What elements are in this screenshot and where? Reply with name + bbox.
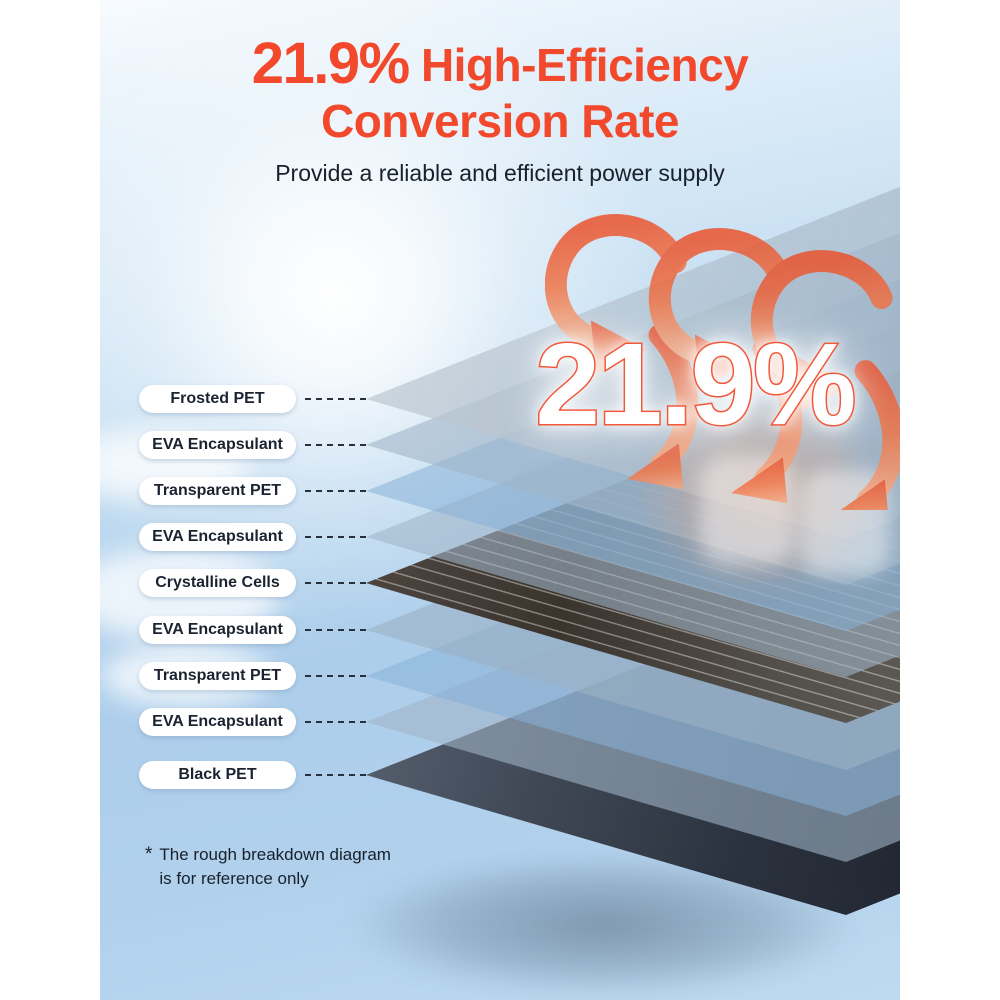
- layer-label-pill: EVA Encapsulant: [139, 431, 296, 459]
- hero-efficiency-text: 21.9%: [536, 319, 855, 449]
- leader-dashed-line: [305, 674, 367, 678]
- layer-label-pill: Frosted PET: [139, 385, 296, 413]
- layer-label-pill: EVA Encapsulant: [139, 523, 296, 551]
- leader-dashed-line: [305, 773, 367, 777]
- layer-label-row: Black PET: [139, 761, 367, 789]
- leader-dashed-line: [305, 720, 367, 724]
- layer-label-row: EVA Encapsulant: [139, 431, 367, 459]
- layer-label-pill: Crystalline Cells: [139, 569, 296, 597]
- layer-label-row: EVA Encapsulant: [139, 708, 367, 736]
- headline-subtitle: Provide a reliable and efficient power s…: [275, 160, 725, 186]
- layer-label-pill: EVA Encapsulant: [139, 708, 296, 736]
- footnote-text: The rough breakdown diagram is for refer…: [159, 843, 391, 891]
- headline-stat: 21.9%: [251, 31, 410, 96]
- asterisk-marker: *: [145, 844, 153, 865]
- layer-label-pill: Transparent PET: [139, 477, 296, 505]
- poster: 21.9% High-Efficiency Conversion Rate Pr…: [100, 0, 900, 1000]
- layer-label-pill: EVA Encapsulant: [139, 616, 296, 644]
- layer-label-row: Transparent PET: [139, 662, 367, 690]
- hero-efficiency-value: 21.9%: [534, 318, 858, 451]
- layer-label-row: Crystalline Cells: [139, 569, 367, 597]
- layer-label-row: EVA Encapsulant: [139, 523, 367, 551]
- headline-line1: 21.9% High-Efficiency: [100, 35, 900, 93]
- leader-dashed-line: [305, 443, 367, 447]
- leader-dashed-line: [305, 489, 367, 493]
- leader-dashed-line: [305, 535, 367, 539]
- headline: 21.9% High-Efficiency Conversion Rate Pr…: [100, 35, 900, 187]
- footnote-line1: The rough breakdown diagram: [159, 845, 391, 864]
- headline-rest: High-Efficiency: [408, 39, 749, 91]
- leader-dashed-line: [305, 628, 367, 632]
- footnote: * The rough breakdown diagram is for ref…: [145, 843, 391, 891]
- layer-label-row: Transparent PET: [139, 477, 367, 505]
- leader-dashed-line: [305, 581, 367, 585]
- layer-label-pill: Transparent PET: [139, 662, 296, 690]
- layer-label-row: EVA Encapsulant: [139, 616, 367, 644]
- layer-label-pill: Black PET: [139, 761, 296, 789]
- headline-line2: Conversion Rate: [320, 95, 680, 147]
- layer-label-row: Frosted PET: [139, 385, 367, 413]
- footnote-line2: is for reference only: [159, 869, 309, 888]
- leader-dashed-line: [305, 397, 367, 401]
